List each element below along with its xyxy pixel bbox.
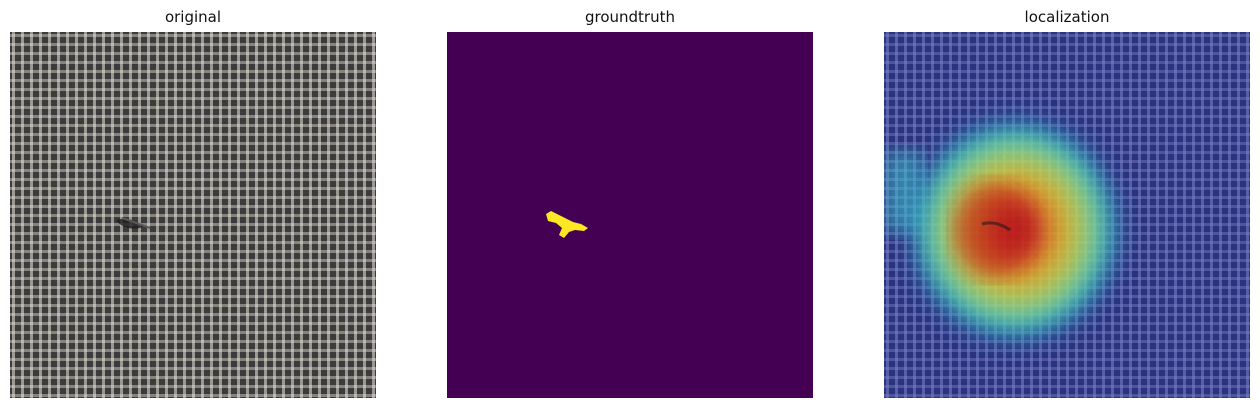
localization-heatmap-image [884, 32, 1250, 398]
mask-background [447, 32, 813, 398]
original-fabric-image [10, 32, 376, 398]
panel-groundtruth: groundtruth [447, 0, 813, 407]
panel-title-localization: localization [1024, 8, 1110, 26]
heatmap-overlay [884, 32, 1250, 398]
panel-title-original: original [164, 8, 222, 26]
panel-localization: localization [884, 0, 1250, 407]
fabric-texture-image [10, 32, 376, 398]
segmentation-mask [447, 32, 813, 398]
panel-title-groundtruth: groundtruth [584, 8, 675, 26]
panel-original: original [10, 0, 376, 407]
defect-mask-region [546, 211, 588, 238]
groundtruth-mask-image [447, 32, 813, 398]
defect-mark [116, 218, 144, 229]
